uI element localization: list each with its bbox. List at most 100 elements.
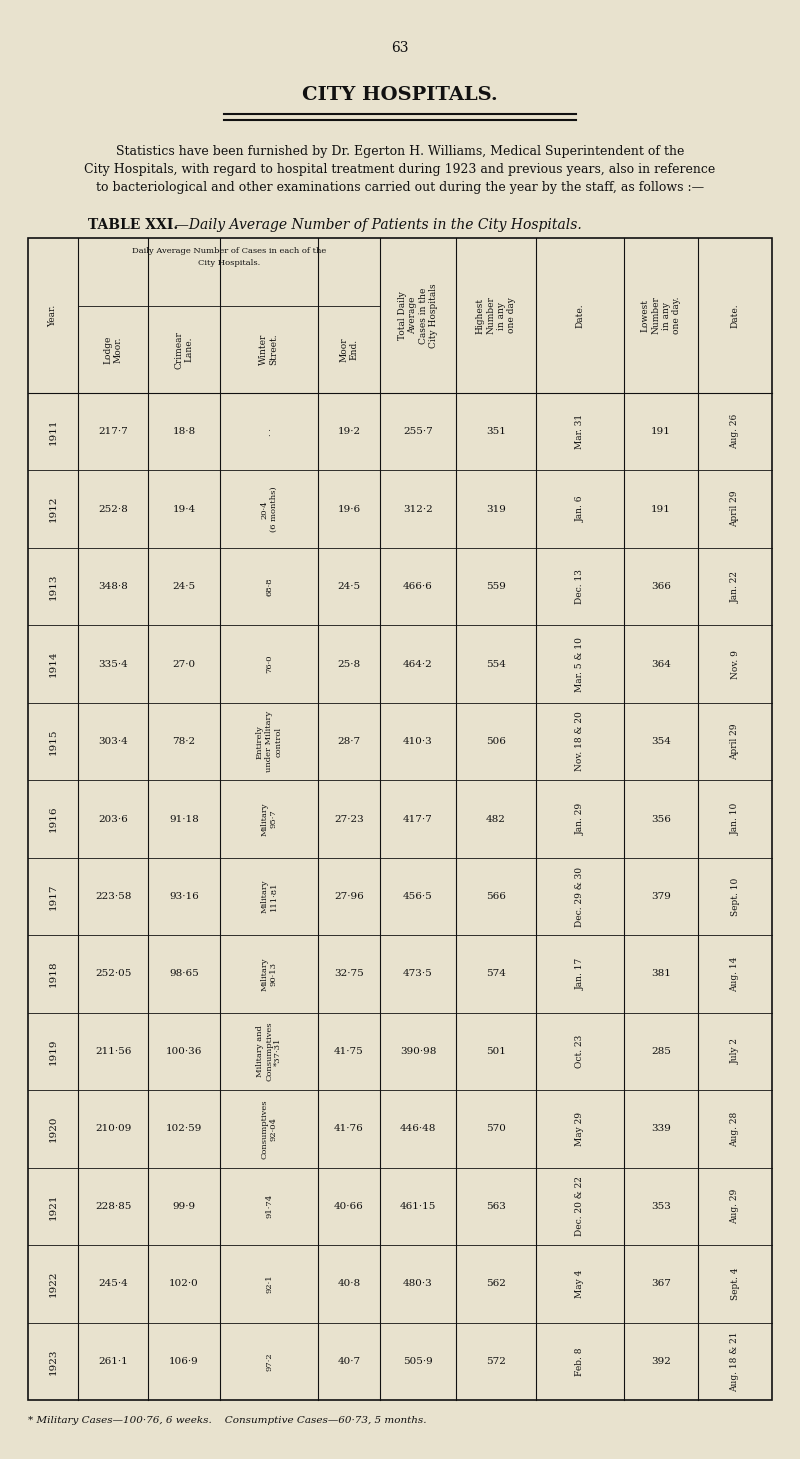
Text: Mar. 5 & 10: Mar. 5 & 10 [575, 636, 585, 692]
Text: Total Daily
Average
Cases in the
City Hospitals: Total Daily Average Cases in the City Ho… [398, 283, 438, 347]
Text: 1912: 1912 [49, 496, 58, 522]
Text: 1923: 1923 [49, 1348, 58, 1374]
Text: Highest
Number
in any
one day: Highest Number in any one day [476, 296, 516, 334]
Text: 390·98: 390·98 [400, 1048, 436, 1056]
Text: 203·6: 203·6 [98, 814, 128, 823]
Text: Mar. 31: Mar. 31 [575, 414, 585, 449]
Text: 1914: 1914 [49, 651, 58, 677]
Text: 19·4: 19·4 [173, 505, 195, 514]
Text: May 29: May 29 [575, 1112, 585, 1145]
Text: 1919: 1919 [49, 1039, 58, 1065]
Text: Aug. 28: Aug. 28 [730, 1112, 739, 1147]
Text: Jan. 22: Jan. 22 [730, 570, 739, 603]
Text: Entirely
under Military
control: Entirely under Military control [256, 711, 282, 772]
Text: 93·16: 93·16 [169, 891, 199, 902]
Text: 261·1: 261·1 [98, 1357, 128, 1366]
Text: 456·5: 456·5 [403, 891, 433, 902]
Text: 563: 563 [486, 1202, 506, 1211]
Text: 364: 364 [651, 659, 671, 668]
Text: Jan. 17: Jan. 17 [575, 959, 585, 991]
Text: Aug. 29: Aug. 29 [730, 1189, 739, 1224]
Text: Military and
Consumptives
*37·31: Military and Consumptives *37·31 [256, 1021, 282, 1081]
Text: 353: 353 [651, 1202, 671, 1211]
Text: 554: 554 [486, 659, 506, 668]
Text: * Military Cases—100·76, 6 weeks.    Consumptive Cases—60·73, 5 months.: * Military Cases—100·76, 6 weeks. Consum… [28, 1417, 426, 1425]
Text: 572: 572 [486, 1357, 506, 1366]
Text: 366: 366 [651, 582, 671, 591]
Text: 466·6: 466·6 [403, 582, 433, 591]
Text: 381: 381 [651, 969, 671, 979]
Text: 40·8: 40·8 [338, 1280, 361, 1288]
Text: City Hospitals, with regard to hospital treatment during 1923 and previous years: City Hospitals, with regard to hospital … [84, 163, 716, 177]
Text: April 29: April 29 [730, 724, 739, 760]
Text: 91·18: 91·18 [169, 814, 199, 823]
Text: Military
111·81: Military 111·81 [260, 880, 278, 913]
Text: 559: 559 [486, 582, 506, 591]
Text: Jan. 6: Jan. 6 [575, 496, 585, 522]
Text: 40·7: 40·7 [338, 1357, 361, 1366]
Text: TABLE XXI.: TABLE XXI. [88, 217, 178, 232]
Text: 217·7: 217·7 [98, 427, 128, 436]
Text: 446·48: 446·48 [400, 1125, 436, 1134]
Text: 210·09: 210·09 [95, 1125, 131, 1134]
Text: 245·4: 245·4 [98, 1280, 128, 1288]
Text: Feb. 8: Feb. 8 [575, 1347, 585, 1376]
Text: 18·8: 18·8 [173, 427, 195, 436]
Text: 40·66: 40·66 [334, 1202, 364, 1211]
Text: 501: 501 [486, 1048, 506, 1056]
Text: 91·74: 91·74 [265, 1195, 273, 1218]
Text: 68·8: 68·8 [265, 578, 273, 595]
Text: 32·75: 32·75 [334, 969, 364, 979]
Text: 92·1: 92·1 [265, 1275, 273, 1293]
Text: 1917: 1917 [49, 883, 58, 910]
Text: Aug. 14: Aug. 14 [730, 956, 739, 992]
Text: Daily Average Number of Cases in each of the: Daily Average Number of Cases in each of… [132, 247, 326, 255]
Text: 335·4: 335·4 [98, 659, 128, 668]
Text: Year.: Year. [49, 305, 58, 327]
Text: 574: 574 [486, 969, 506, 979]
Text: Winter
Street.: Winter Street. [259, 334, 278, 365]
Text: 1922: 1922 [49, 1271, 58, 1297]
Text: Aug. 18 & 21: Aug. 18 & 21 [730, 1331, 739, 1392]
Text: July 2: July 2 [730, 1039, 739, 1065]
Text: 417·7: 417·7 [403, 814, 433, 823]
Text: 1915: 1915 [49, 728, 58, 754]
Text: Nov. 18 & 20: Nov. 18 & 20 [575, 712, 585, 772]
Text: Oct. 23: Oct. 23 [575, 1034, 585, 1068]
Text: 76·0: 76·0 [265, 655, 273, 674]
Text: 566: 566 [486, 891, 506, 902]
Text: 41·75: 41·75 [334, 1048, 364, 1056]
Text: 482: 482 [486, 814, 506, 823]
Text: Crimear
Lane.: Crimear Lane. [174, 331, 194, 369]
Text: to bacteriological and other examinations carried out during the year by the sta: to bacteriological and other examination… [96, 181, 704, 194]
Text: 25·8: 25·8 [338, 659, 361, 668]
Text: Statistics have been furnished by Dr. Egerton H. Williams, Medical Superintenden: Statistics have been furnished by Dr. Eg… [116, 146, 684, 159]
Text: Dec. 13: Dec. 13 [575, 569, 585, 604]
Text: 24·5: 24·5 [173, 582, 195, 591]
Text: 473·5: 473·5 [403, 969, 433, 979]
Text: Nov. 9: Nov. 9 [730, 649, 739, 678]
Text: 191: 191 [651, 427, 671, 436]
Text: 252·8: 252·8 [98, 505, 128, 514]
Text: 27·0: 27·0 [173, 659, 195, 668]
Text: 1921: 1921 [49, 1193, 58, 1220]
Text: 98·65: 98·65 [169, 969, 199, 979]
Text: 97·2: 97·2 [265, 1352, 273, 1370]
Text: 1918: 1918 [49, 960, 58, 988]
Text: 1916: 1916 [49, 805, 58, 832]
Text: 20·4
(6 months): 20·4 (6 months) [260, 486, 278, 533]
Text: 480·3: 480·3 [403, 1280, 433, 1288]
Text: 255·7: 255·7 [403, 427, 433, 436]
Text: 191: 191 [651, 505, 671, 514]
Text: 100·36: 100·36 [166, 1048, 202, 1056]
Text: Consumptives
92·04: Consumptives 92·04 [260, 1099, 278, 1158]
Text: 19·2: 19·2 [338, 427, 361, 436]
Text: Aug. 26: Aug. 26 [730, 414, 739, 449]
Text: Moor
End.: Moor End. [339, 337, 358, 362]
Text: Lodge
Moor.: Lodge Moor. [103, 336, 122, 363]
Text: 19·6: 19·6 [338, 505, 361, 514]
Text: 78·2: 78·2 [173, 737, 195, 746]
Text: 102·0: 102·0 [169, 1280, 199, 1288]
Text: 63: 63 [391, 41, 409, 55]
Text: 285: 285 [651, 1048, 671, 1056]
